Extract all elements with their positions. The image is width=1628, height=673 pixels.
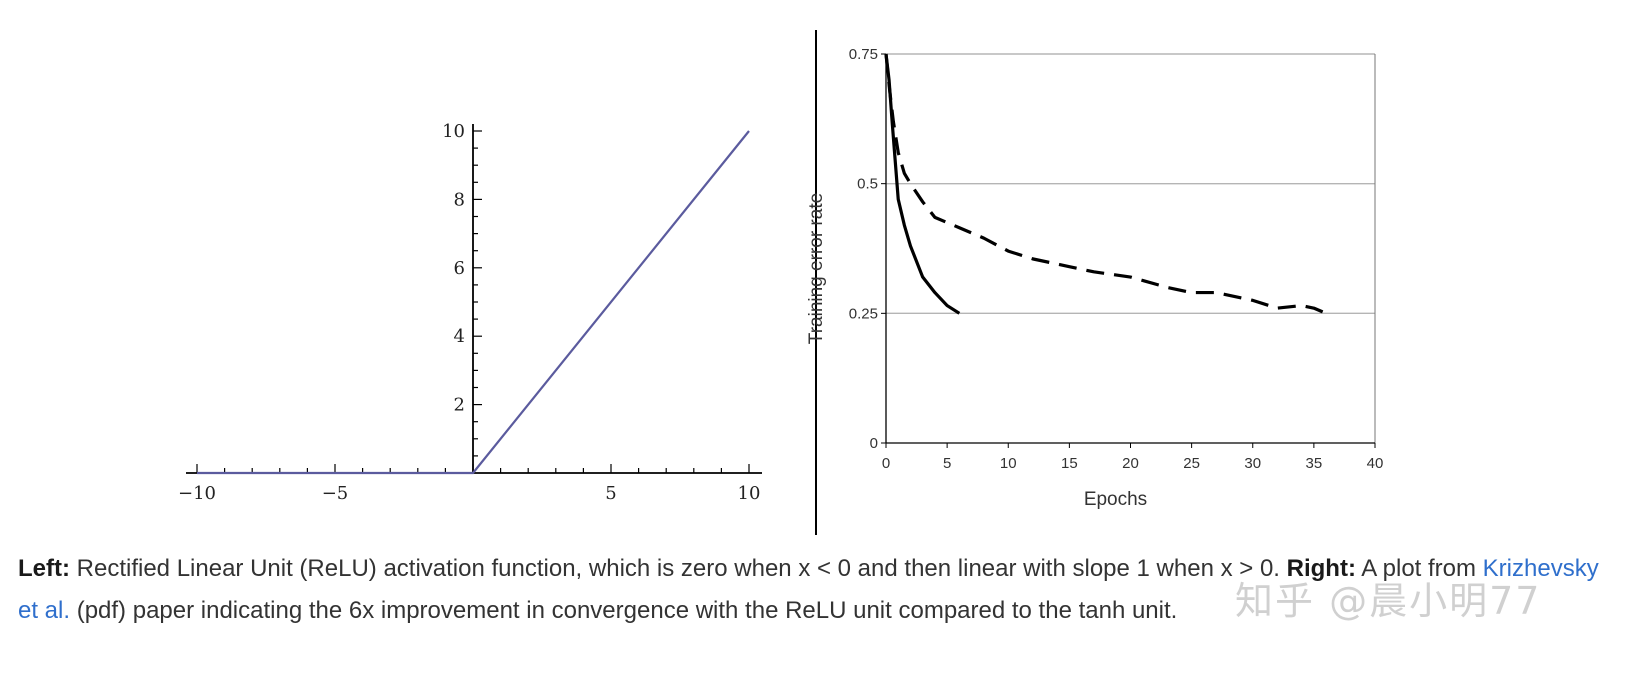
error-x-tick-label: 20 [1122,455,1139,472]
figure-caption: Left: Rectified Linear Unit (ReLU) activ… [18,548,1618,632]
caption-right-label: Right: [1286,555,1356,582]
relu-y-tick-label: 8 [454,189,465,210]
error-y-tick-label: 0.5 [857,176,878,193]
error-x-tick-label: 5 [943,455,951,472]
panel-divider [815,30,817,535]
error-y-tick-label: 0.75 [849,46,878,63]
training-error-chart: 0 5 10 15 20 25 30 35 40 0 0.25 0.5 0.75 Epochs Traini… [806,46,1384,510]
error-x-axis-label: Epochs [1084,489,1147,510]
relu-x-tick-label: 5 [605,483,616,504]
error-x-tick-label: 25 [1183,455,1200,472]
error-y-axis-label: Training error rate [806,193,827,344]
relu-y-tick-label: 2 [454,395,465,416]
error-x-tick-label: 40 [1367,455,1384,472]
caption-right-text-2: (pdf) paper indicating the 6x improvemen… [70,597,1178,624]
error-x-tick-label: 30 [1244,455,1261,472]
tanh-dashed-series [884,53,1327,315]
caption-left-text: Rectified Linear Unit (ReLU) activation … [69,555,1287,582]
relu-y-tick-label: 4 [454,326,465,347]
error-y-tick-label: 0.25 [849,305,878,322]
relu-x-tick-label: −5 [322,483,349,504]
relu-series-line [197,130,750,475]
error-y-tick-label: 0 [870,435,878,452]
relu-solid-series [884,53,961,315]
caption-right-text-1: A plot from [1355,555,1483,582]
error-x-tick-label: 0 [882,455,890,472]
relu-chart: −10 −5 5 10 2 4 6 8 10 [178,121,762,504]
error-x-tick-label: 10 [1000,455,1017,472]
relu-y-tick-label: 6 [454,258,465,279]
relu-x-tick-label: 10 [738,483,761,504]
watermark: 知乎 @晨小明77 [1235,579,1542,623]
error-x-tick-label: 35 [1306,455,1323,472]
krizhevsky-link[interactable]: Krizhevsky et al. [18,555,1599,624]
caption-left-label: Left: [18,555,70,582]
error-x-tick-label: 15 [1061,455,1078,472]
relu-y-tick-label: 10 [442,121,465,142]
relu-x-tick-label: −10 [178,483,216,504]
